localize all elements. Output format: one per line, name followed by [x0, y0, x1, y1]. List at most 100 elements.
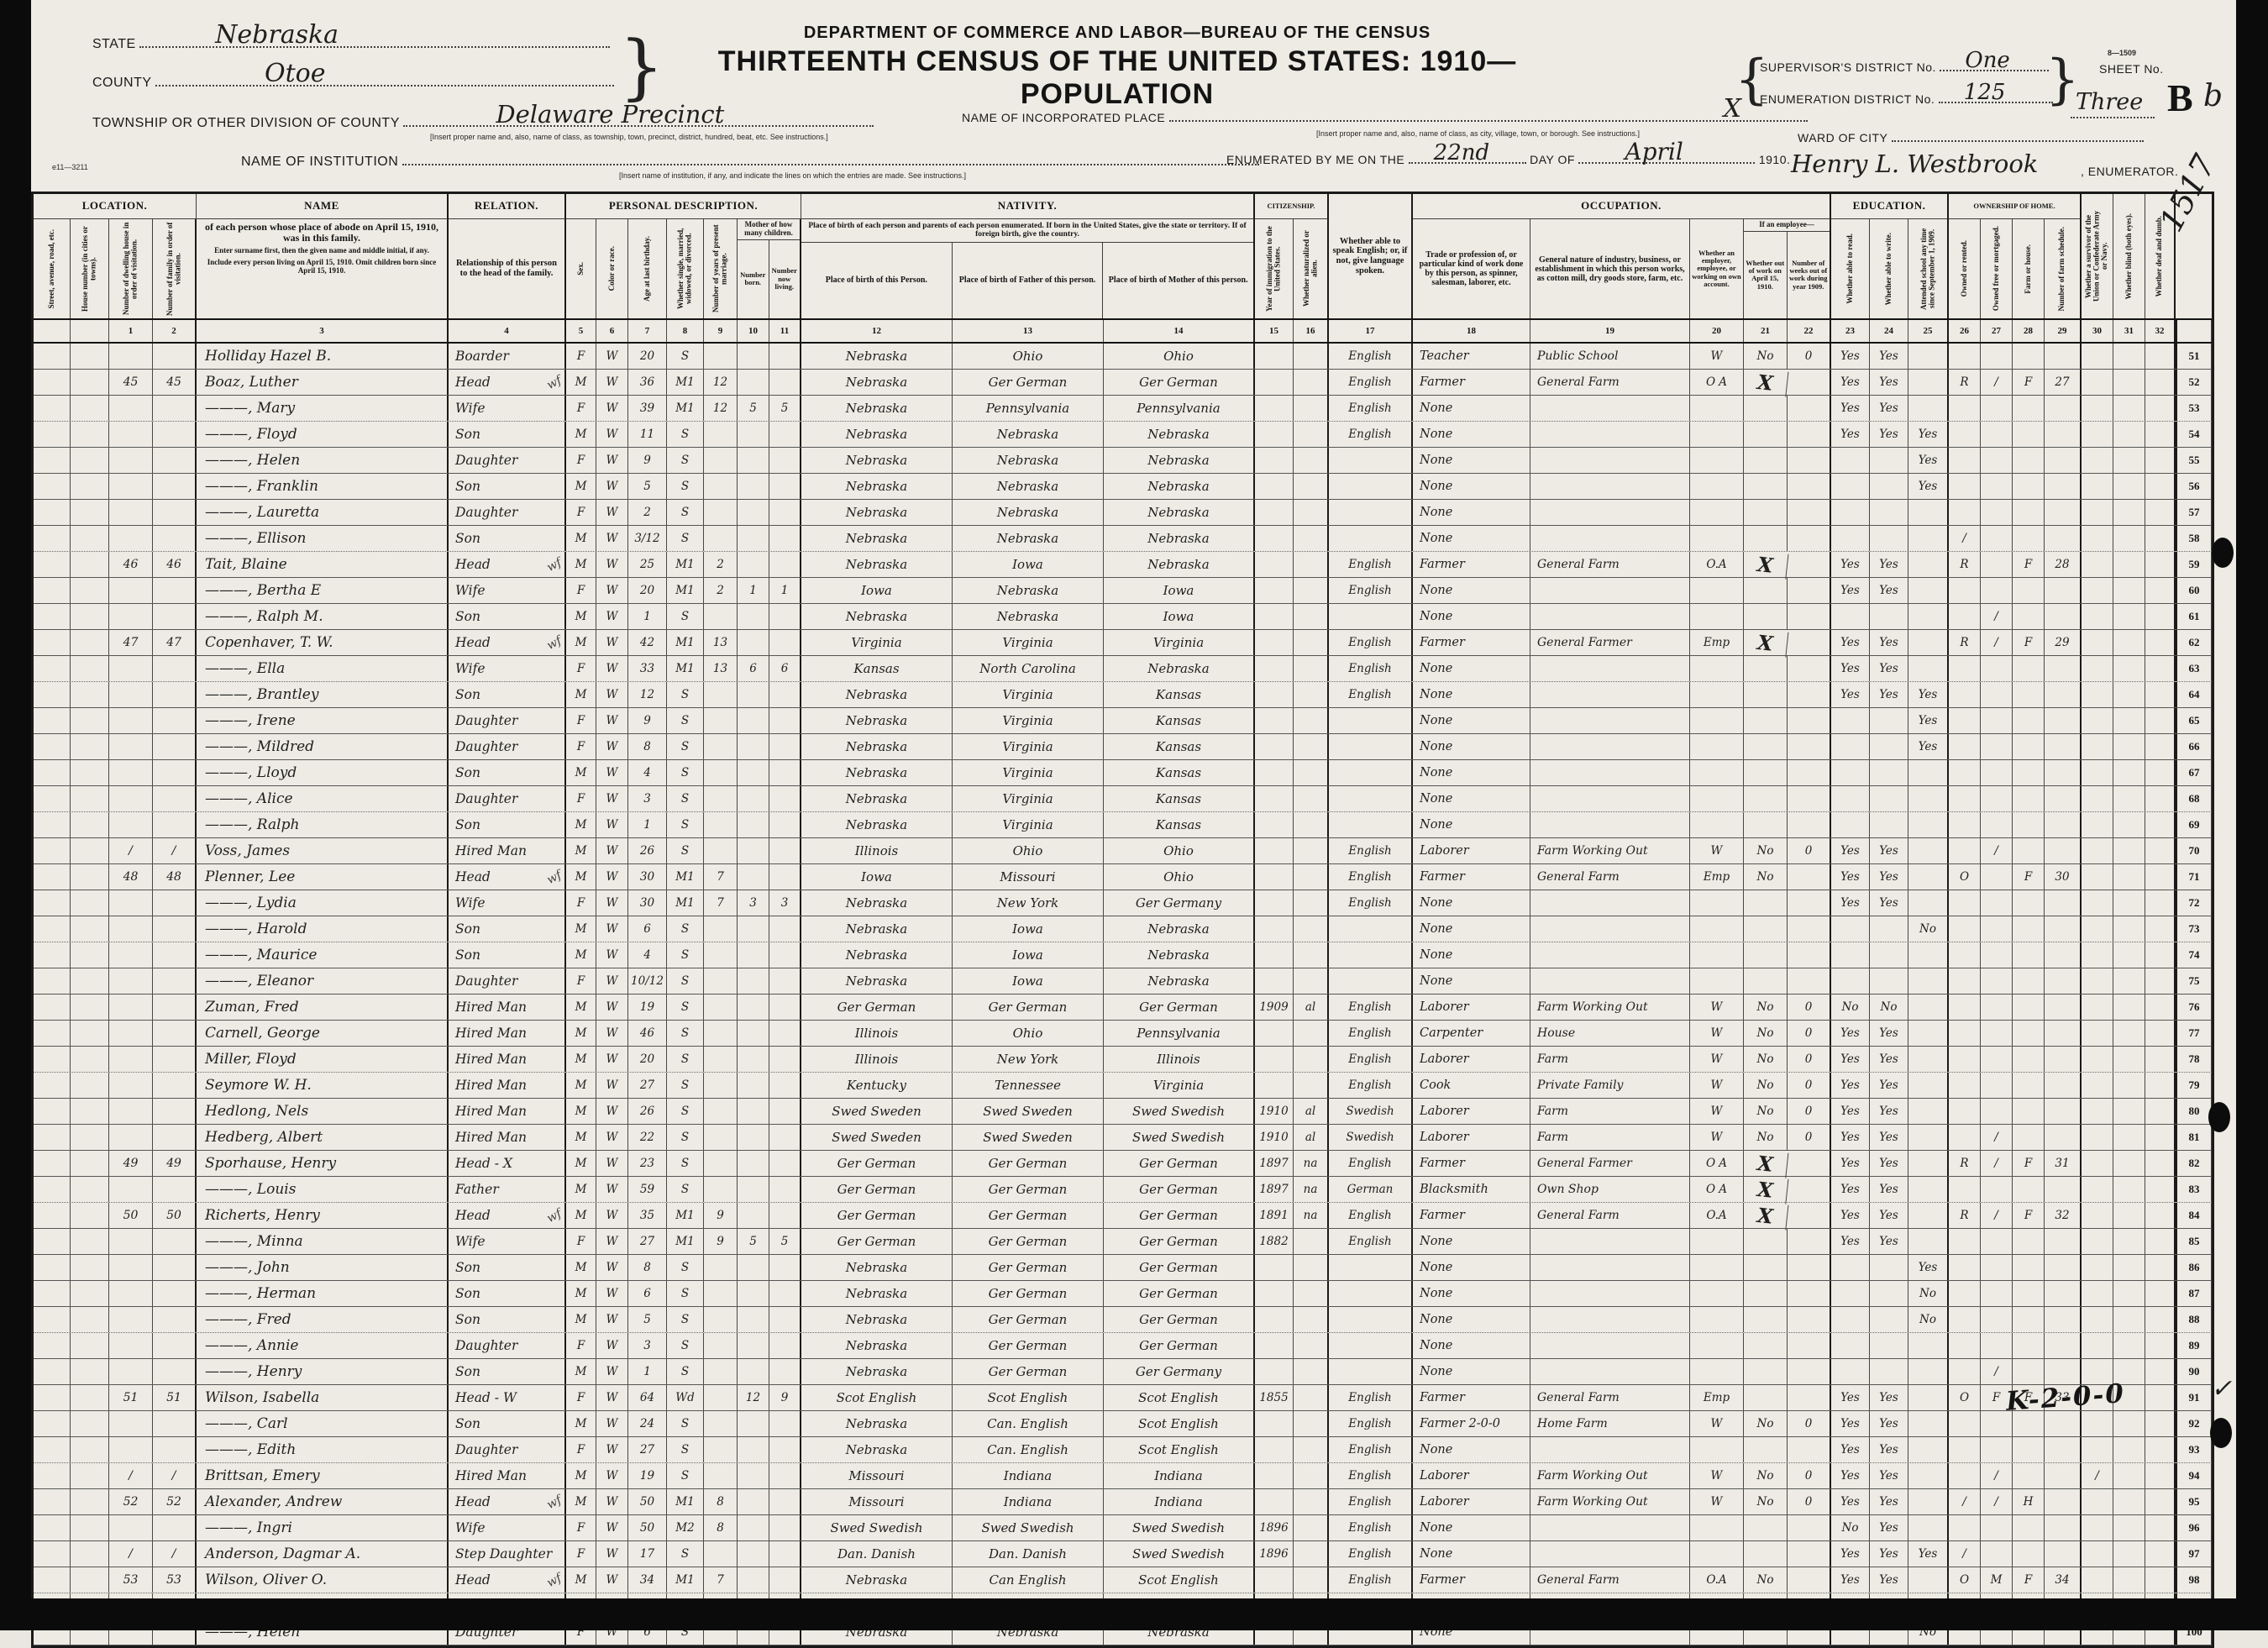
cell-mar: S — [667, 1021, 704, 1046]
cell-name: Seymore W. H. — [197, 1073, 449, 1098]
cell-age: 20 — [628, 1047, 667, 1072]
cell-pob: Scot English — [801, 1385, 953, 1410]
cell-read: Yes — [1831, 1151, 1870, 1176]
census-row-62: 47 47 Copenhaver, T. W. Head wf M W 42 M1 13 Virgi… — [34, 627, 2212, 658]
cell-weeks — [1788, 552, 1831, 577]
cell-imm — [1255, 1463, 1294, 1488]
cell-born — [738, 968, 769, 994]
cell-fam — [153, 760, 197, 785]
cell-school — [1908, 1125, 1949, 1150]
enumerated-year: 1910. — [1758, 153, 1791, 166]
cell-read — [1831, 1281, 1870, 1306]
cell-rel: Father — [449, 1177, 566, 1202]
cell-liv — [769, 1307, 801, 1332]
cell-weeks — [1788, 812, 1831, 837]
cell-sex: F — [566, 786, 596, 811]
cell-blind — [2113, 552, 2145, 577]
cell-born — [738, 838, 769, 863]
cell-vet — [2082, 1151, 2113, 1176]
cell-sex: M — [566, 1125, 596, 1150]
cell-sched: 34 — [2045, 1567, 2082, 1593]
cell-imm — [1255, 1047, 1294, 1072]
institution-note: [Insert name of institution, if any, and… — [619, 171, 967, 180]
cell-sched: 31 — [2045, 1151, 2082, 1176]
cell-blind — [2113, 448, 2145, 473]
cell-emp — [1690, 1541, 1744, 1567]
cell-nat — [1294, 448, 1329, 473]
cell-owned — [1949, 1411, 1981, 1436]
form-code: e11—3211 — [52, 163, 88, 171]
cell-house — [71, 864, 109, 890]
cell-school — [1908, 995, 1949, 1020]
cell-mar: Wd — [667, 1385, 704, 1410]
cell-nat — [1294, 1463, 1329, 1488]
cell-deaf — [2145, 1021, 2176, 1046]
cell-school: Yes — [1908, 708, 1949, 733]
cell-color: W — [596, 838, 628, 863]
cell-street — [34, 344, 71, 369]
cell-nat — [1294, 786, 1329, 811]
cell-name: ———, Lauretta — [197, 500, 449, 525]
cell-eng: English — [1329, 890, 1413, 916]
cell-pobf: Ger German — [953, 1229, 1104, 1254]
cell-age: 3 — [628, 1333, 667, 1358]
cell-trade: None — [1413, 942, 1530, 968]
cell-n: 63 — [2176, 656, 2212, 681]
cell-pob: Swed Sweden — [801, 1099, 953, 1124]
cell-owned — [1949, 1177, 1981, 1202]
cell-weeks — [1788, 1437, 1831, 1462]
census-row-96: ———, Ingri Wife F W 50 M2 8 Swed Swedish Swed Sw… — [34, 1515, 2212, 1541]
cell-deaf — [2145, 1151, 2176, 1176]
group-ownership: OWNERSHIP OF HOME. — [1949, 194, 2082, 219]
cell-weeks: 0 — [1788, 1073, 1831, 1098]
cell-pobf: Pennsylvania — [953, 396, 1104, 421]
cell-emp — [1690, 604, 1744, 629]
cell-read — [1831, 1333, 1870, 1358]
cell-farm — [2013, 1047, 2045, 1072]
cell-weeks — [1788, 474, 1831, 499]
cell-vet — [2082, 1541, 2113, 1567]
cell-school — [1908, 1385, 1949, 1410]
cell-emp: W — [1690, 838, 1744, 863]
cell-school: Yes — [1908, 422, 1949, 447]
cell-yrs: 12 — [704, 396, 738, 421]
cell-school — [1908, 500, 1949, 525]
cell-nat — [1294, 1411, 1329, 1436]
cell-yrs — [704, 1047, 738, 1072]
cell-pob: Nebraska — [801, 474, 953, 499]
cell-weeks: 0 — [1788, 995, 1831, 1020]
cell-sex: M — [566, 552, 596, 577]
cell-weeks — [1788, 682, 1831, 707]
cell-born — [738, 995, 769, 1020]
cell-out — [1744, 1541, 1788, 1567]
column-number-23: 23 — [1831, 320, 1870, 342]
cell-house — [71, 474, 109, 499]
cell-name: ———, Ella — [197, 656, 449, 681]
cell-free — [1981, 1255, 2013, 1280]
cell-street — [34, 760, 71, 785]
cell-sex: F — [566, 890, 596, 916]
cell-farm — [2013, 995, 2045, 1020]
cell-house — [71, 422, 109, 447]
cell-street — [34, 1515, 71, 1540]
cell-weeks — [1788, 448, 1831, 473]
cell-born: 5 — [738, 396, 769, 421]
cell-farm — [2013, 1437, 2045, 1462]
cell-blind — [2113, 864, 2145, 890]
month-line: April — [1578, 138, 1756, 165]
cell-farm — [2013, 682, 2045, 707]
cell-deaf — [2145, 422, 2176, 447]
cell-yrs — [704, 1177, 738, 1202]
cell-vet — [2082, 1411, 2113, 1436]
cell-owned — [1949, 734, 1981, 759]
cell-n: 55 — [2176, 448, 2212, 473]
cell-imm — [1255, 656, 1294, 681]
cell-free — [1981, 1515, 2013, 1540]
cell-fam — [153, 474, 197, 499]
cell-weeks: 0 — [1788, 344, 1831, 369]
cell-pob: Illinois — [801, 838, 953, 863]
column-number-31: 31 — [2113, 320, 2145, 342]
cell-age: 5 — [628, 1307, 667, 1332]
cell-street — [34, 1099, 71, 1124]
cell-ind — [1530, 1333, 1690, 1358]
